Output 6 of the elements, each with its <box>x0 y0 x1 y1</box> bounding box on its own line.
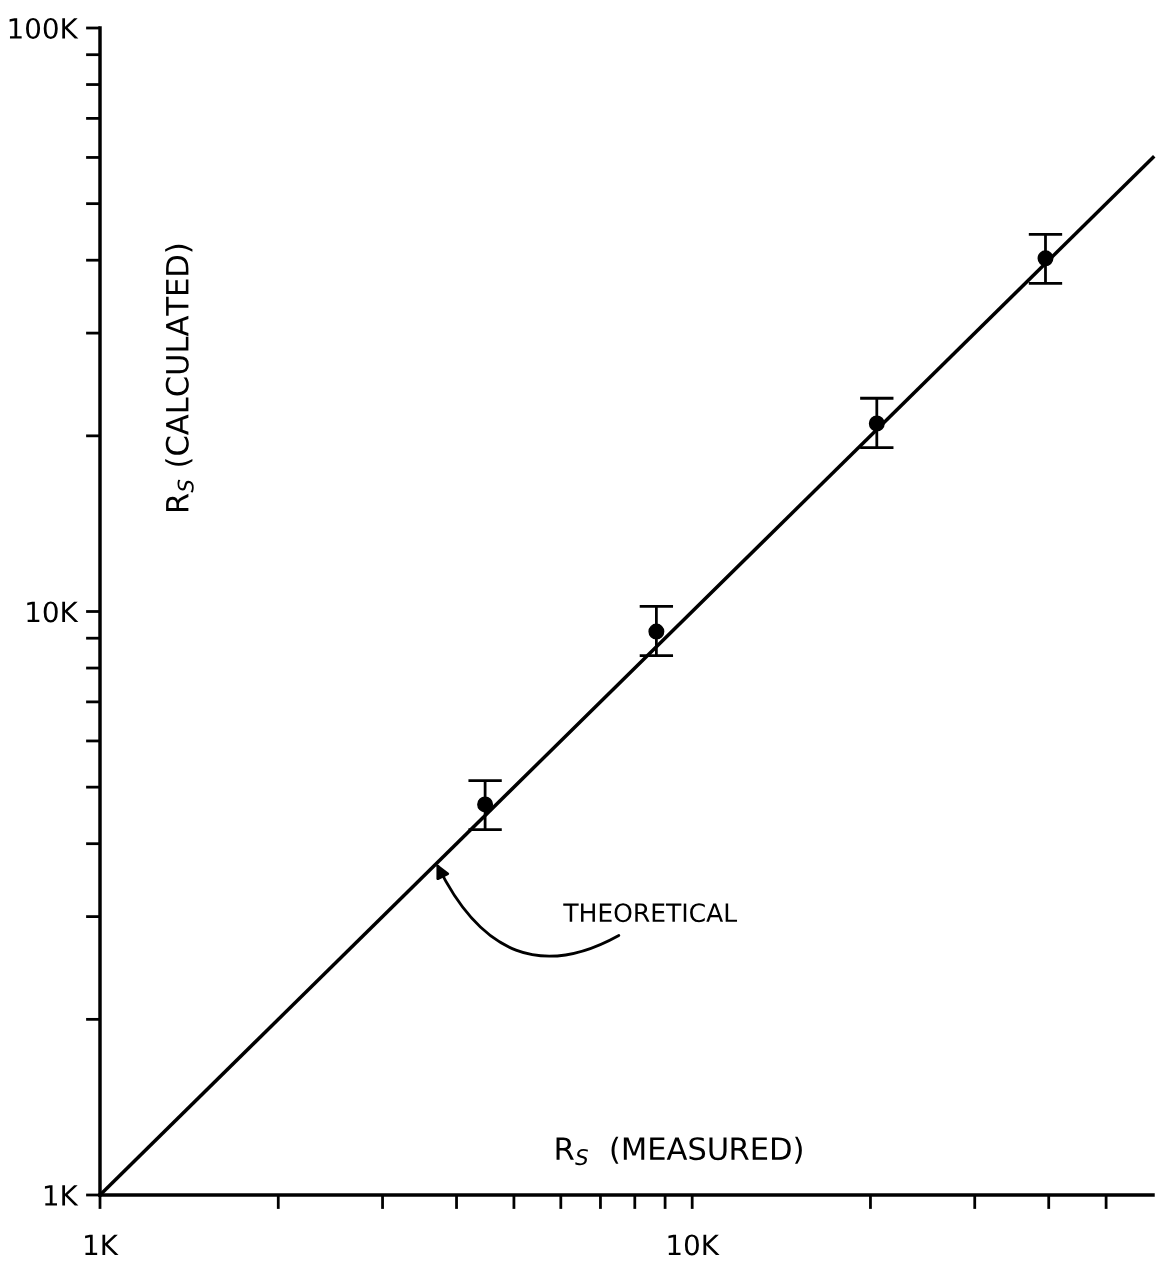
annotation: THEORETICAL <box>563 903 738 923</box>
y-tick-label: 100K <box>9 17 79 39</box>
y-tick-label: 10K <box>27 601 79 623</box>
y-axis-title: R$_{S}$ (CALCULATED) <box>165 244 194 512</box>
y-tick-label: 1K <box>44 1185 79 1206</box>
x-axis-title: R$_{S}$ (MEASURED) <box>556 1136 802 1166</box>
